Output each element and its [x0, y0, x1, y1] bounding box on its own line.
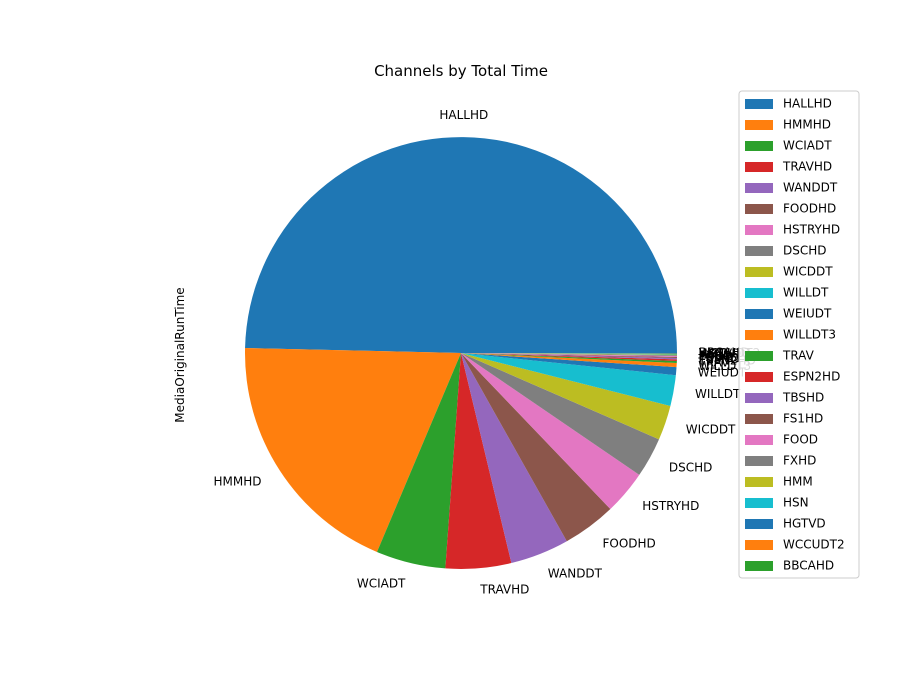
pie-slice-hallhd: [245, 137, 677, 353]
slice-label-fxhd: FXHD: [699, 348, 732, 362]
legend-label-wciadt: WCIADT: [783, 139, 832, 153]
legend-label-fs1hd: FS1HD: [783, 412, 823, 426]
slice-label-willdt: WILLDT: [695, 387, 741, 401]
slice-label-hsn: HSN: [699, 347, 725, 361]
slice-label-tbshd: TBSHD: [698, 352, 740, 366]
legend-label-wicddt: WICDDT: [783, 265, 833, 279]
legend: HALLHD HMMHD WCIADT TRAVHD WANDDT FOODHD HSTRY…: [738, 90, 860, 579]
legend-label-food: FOOD: [783, 433, 818, 447]
slice-label-wanddt: WANDDT: [548, 567, 603, 581]
legend-swatch-hmm: [745, 477, 773, 487]
legend-swatch-willdt3: [745, 330, 773, 340]
slice-label-fs1hd: FS1HD: [699, 350, 739, 364]
pie-slice-willdt3: [461, 353, 677, 368]
legend-swatch-wccudt2: [745, 540, 773, 550]
pie-slice-wccudt2: [461, 353, 678, 354]
pie-slice-food: [461, 353, 677, 357]
legend-swatch-tbshd: [745, 393, 773, 403]
legend-label-wccudt2: WCCUDT2: [783, 538, 845, 552]
slice-labels: HALLHD HMMHD WCIADT TRAVHD WANDDT FOODHD HSTRY…: [214, 108, 761, 596]
slice-label-weiudt: WEIUDT: [698, 366, 747, 380]
pie-slice-fxhd: [461, 353, 677, 356]
pie-slice-hstryhd: [461, 353, 640, 510]
slice-label-wciadt: WCIADT: [357, 577, 406, 591]
slice-label-hallhd: HALLHD: [439, 108, 488, 122]
pie-slices: [245, 137, 678, 569]
legend-label-willdt3: WILLDT3: [783, 328, 836, 342]
pie-slice-hgtvd: [461, 353, 678, 354]
legend-label-hmmhd: HMMHD: [783, 118, 831, 132]
legend-label-willdt: WILLDT: [783, 286, 829, 300]
legend-swatch-hstryhd: [745, 225, 773, 235]
pie-slice-travhd: [445, 353, 512, 569]
pie-slice-hmm: [461, 353, 677, 356]
pie-slice-hmmhd: [245, 347, 461, 552]
pie-slice-willdt: [461, 353, 676, 406]
y-axis-label: MediaOriginalRunTime: [173, 287, 187, 422]
slice-label-bbcahd: BBCAHD: [699, 346, 750, 360]
pie-slice-weiudt: [461, 353, 677, 376]
pie-slice-wanddt: [461, 353, 567, 564]
legend-swatch-trav: [745, 351, 773, 361]
legend-label-weiudt: WEIUDT: [783, 307, 832, 321]
legend-label-espn2hd: ESPN2HD: [783, 370, 840, 384]
slice-label-hmmhd: HMMHD: [214, 475, 262, 489]
legend-swatch-travhd: [745, 162, 773, 172]
legend-label-travhd: TRAVHD: [782, 160, 832, 174]
legend-label-dschd: DSCHD: [783, 244, 827, 258]
pie-slice-wicddt: [461, 353, 671, 440]
legend-label-foodhd: FOODHD: [783, 202, 836, 216]
legend-swatch-hsn: [745, 498, 773, 508]
legend-label-hstryhd: HSTRYHD: [783, 223, 840, 237]
legend-swatch-wicddt: [745, 267, 773, 277]
slice-label-food: FOOD: [699, 349, 734, 363]
legend-swatch-fxhd: [745, 456, 773, 466]
slice-label-wicddt: WICDDT: [686, 422, 736, 436]
legend-swatch-bbcahd: [745, 561, 773, 571]
slice-label-dschd: DSCHD: [669, 461, 713, 475]
legend-swatch-espn2hd: [745, 372, 773, 382]
chart-title: Channels by Total Time: [374, 62, 548, 80]
legend-swatch-hmmhd: [745, 120, 773, 130]
legend-label-bbcahd: BBCAHD: [783, 559, 834, 573]
legend-swatch-wanddt: [745, 183, 773, 193]
legend-swatch-wciadt: [745, 141, 773, 151]
legend-swatch-hallhd: [745, 99, 773, 109]
slice-label-hgtvd: HGTVD: [699, 346, 742, 360]
pie-slice-tbshd: [461, 353, 677, 360]
slice-label-foodhd: FOODHD: [603, 536, 656, 550]
legend-label-wanddt: WANDDT: [783, 181, 838, 195]
legend-label-fxhd: FXHD: [783, 454, 816, 468]
legend-swatch-foodhd: [745, 204, 773, 214]
legend-label-hgtvd: HGTVD: [783, 517, 826, 531]
legend-swatch-food: [745, 435, 773, 445]
legend-label-tbshd: TBSHD: [782, 391, 824, 405]
legend-label-hallhd: HALLHD: [783, 97, 832, 111]
slice-label-hmm: HMM: [699, 348, 729, 362]
legend-swatch-weiudt: [745, 309, 773, 319]
slice-label-willdt3: WILLDT3: [698, 359, 751, 373]
pie-slice-trav: [461, 353, 677, 364]
pie-slice-hsn: [461, 353, 677, 355]
legend-swatch-hgtvd: [745, 519, 773, 529]
pie-slice-espn2hd: [461, 353, 677, 362]
legend-swatch-dschd: [745, 246, 773, 256]
pie-slice-fs1hd: [461, 353, 677, 359]
legend-label-hsn: HSN: [783, 496, 809, 510]
legend-label-hmm: HMM: [783, 475, 813, 489]
slice-label-travhd: TRAVHD: [479, 582, 529, 596]
legend-label-trav: TRAV: [782, 349, 815, 363]
pie-slice-dschd: [461, 353, 659, 475]
pie-slice-wciadt: [376, 353, 461, 569]
slice-label-trav: TRAV: [697, 355, 730, 369]
legend-swatch-fs1hd: [745, 414, 773, 424]
legend-swatch-willdt: [745, 288, 773, 298]
slice-label-hstryhd: HSTRYHD: [642, 499, 699, 513]
pie-slice-foodhd: [461, 353, 611, 542]
